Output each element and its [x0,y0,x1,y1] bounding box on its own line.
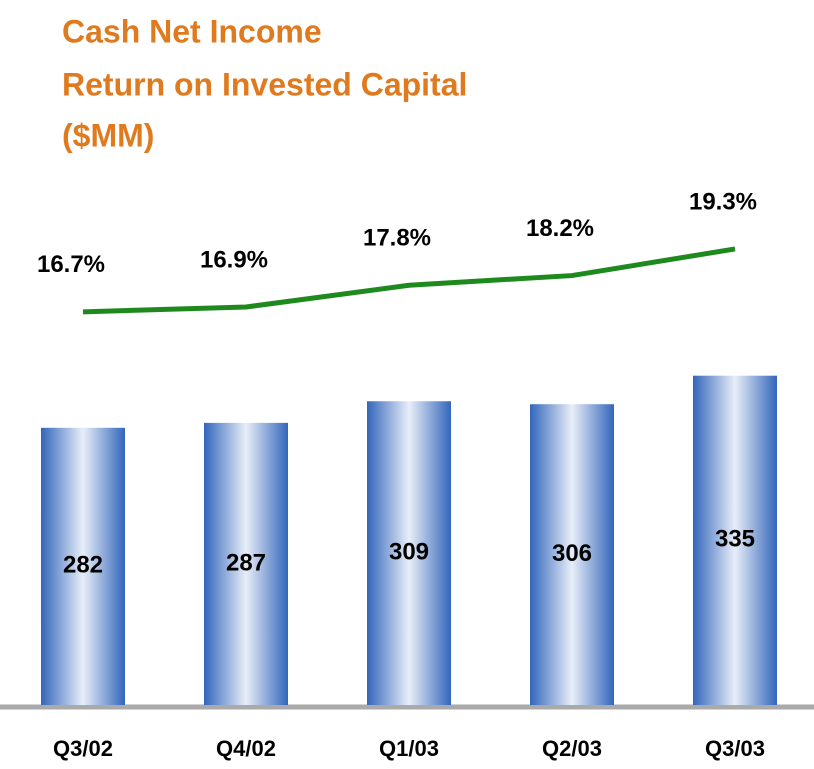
bar [367,401,451,705]
x-tick-label: Q4/02 [216,736,276,761]
bar-value-label: 335 [715,526,755,553]
bar-value-label: 287 [226,549,266,576]
bar [41,427,125,705]
bar-value-label: 282 [63,552,103,579]
x-tick-label: Q3/03 [705,736,765,761]
x-tick-label: Q3/02 [53,736,113,761]
line-value-label: 16.9% [200,246,268,273]
line-value-label: 16.7% [37,251,105,278]
x-tick-label: Q2/03 [542,736,602,761]
line-value-label: 18.2% [526,215,594,242]
chart-title: Return on Invested Capital [62,66,467,102]
bar [530,404,614,705]
bar-value-label: 309 [389,538,429,565]
line-value-label: 17.8% [363,225,431,252]
chart-title: Cash Net Income [62,13,322,49]
bar [693,375,777,705]
bar-value-label: 306 [552,540,592,567]
x-tick-label: Q1/03 [379,736,439,761]
bar [204,422,288,705]
line [82,246,736,315]
chart-title: ($MM) [62,117,154,153]
line-value-label: 19.3% [689,188,757,215]
